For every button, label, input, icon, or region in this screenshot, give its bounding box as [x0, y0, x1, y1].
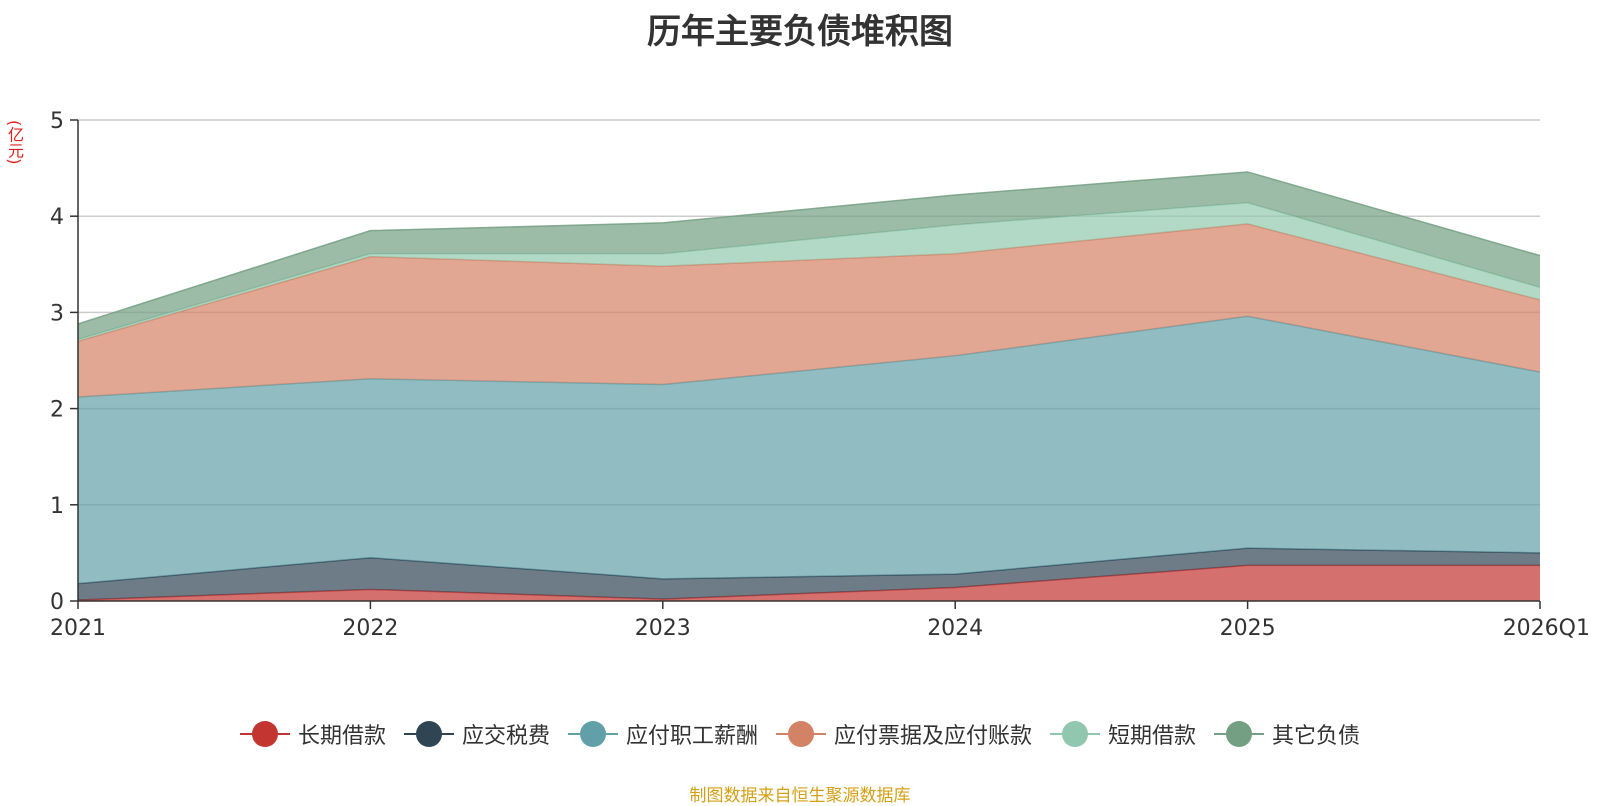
series-line-5 — [77, 171, 1541, 325]
chart-title: 历年主要负债堆积图 — [647, 12, 953, 52]
x-tick-label-1: 2022 — [342, 616, 398, 641]
legend-item-2[interactable]: 应付职工薪酬 — [567, 718, 758, 750]
data-source-note: 制图数据来自恒生聚源数据库 — [689, 786, 911, 806]
x-tick-label-5: 2026Q1 — [1503, 616, 1590, 641]
legend-label: 应付职工薪酬 — [625, 724, 758, 749]
area-series-1 — [78, 548, 1540, 601]
y-tick-label-4: 4 — [50, 205, 64, 230]
x-tick-label-0: 2021 — [50, 616, 106, 641]
x-tick-label-3: 2024 — [927, 616, 983, 641]
chart-legend: 长期借款 应交税费 应付职工薪酬 应付票据及应付账款 短期借款 其它负债 — [0, 718, 1600, 750]
legend-marker-icon — [1050, 721, 1101, 747]
legend-item-5[interactable]: 其它负债 — [1214, 718, 1360, 750]
legend-label: 长期借款 — [297, 724, 386, 749]
legend-label: 应交税费 — [461, 724, 550, 749]
y-tick-label-5: 5 — [50, 109, 64, 134]
x-tick-label-4: 2025 — [1220, 616, 1276, 641]
legend-marker-icon — [776, 721, 826, 747]
area-series-2 — [78, 316, 1540, 584]
x-tick-label-2: 2023 — [635, 616, 691, 641]
y-tick-label-3: 3 — [50, 301, 64, 326]
legend-marker-icon — [567, 721, 618, 747]
area-series-3 — [78, 223, 1540, 398]
y-axis-unit-label: (亿元) — [5, 120, 24, 165]
legend-item-1[interactable]: 应交税费 — [403, 718, 550, 750]
legend-item-0[interactable]: 长期借款 — [239, 718, 386, 750]
legend-marker-icon — [403, 721, 454, 747]
legend-marker-icon — [1214, 721, 1265, 747]
legend-label: 其它负债 — [1272, 724, 1361, 749]
legend-marker-icon — [239, 721, 290, 747]
legend-item-3[interactable]: 应付票据及应付账款 — [776, 718, 1032, 750]
legend-label: 短期借款 — [1108, 724, 1197, 749]
y-tick-label-1: 1 — [50, 494, 64, 519]
y-tick-label-2: 2 — [50, 398, 64, 423]
y-tick-label-0: 0 — [50, 590, 64, 615]
legend-label: 应付票据及应付账款 — [834, 724, 1033, 749]
legend-item-4[interactable]: 短期借款 — [1050, 718, 1196, 750]
